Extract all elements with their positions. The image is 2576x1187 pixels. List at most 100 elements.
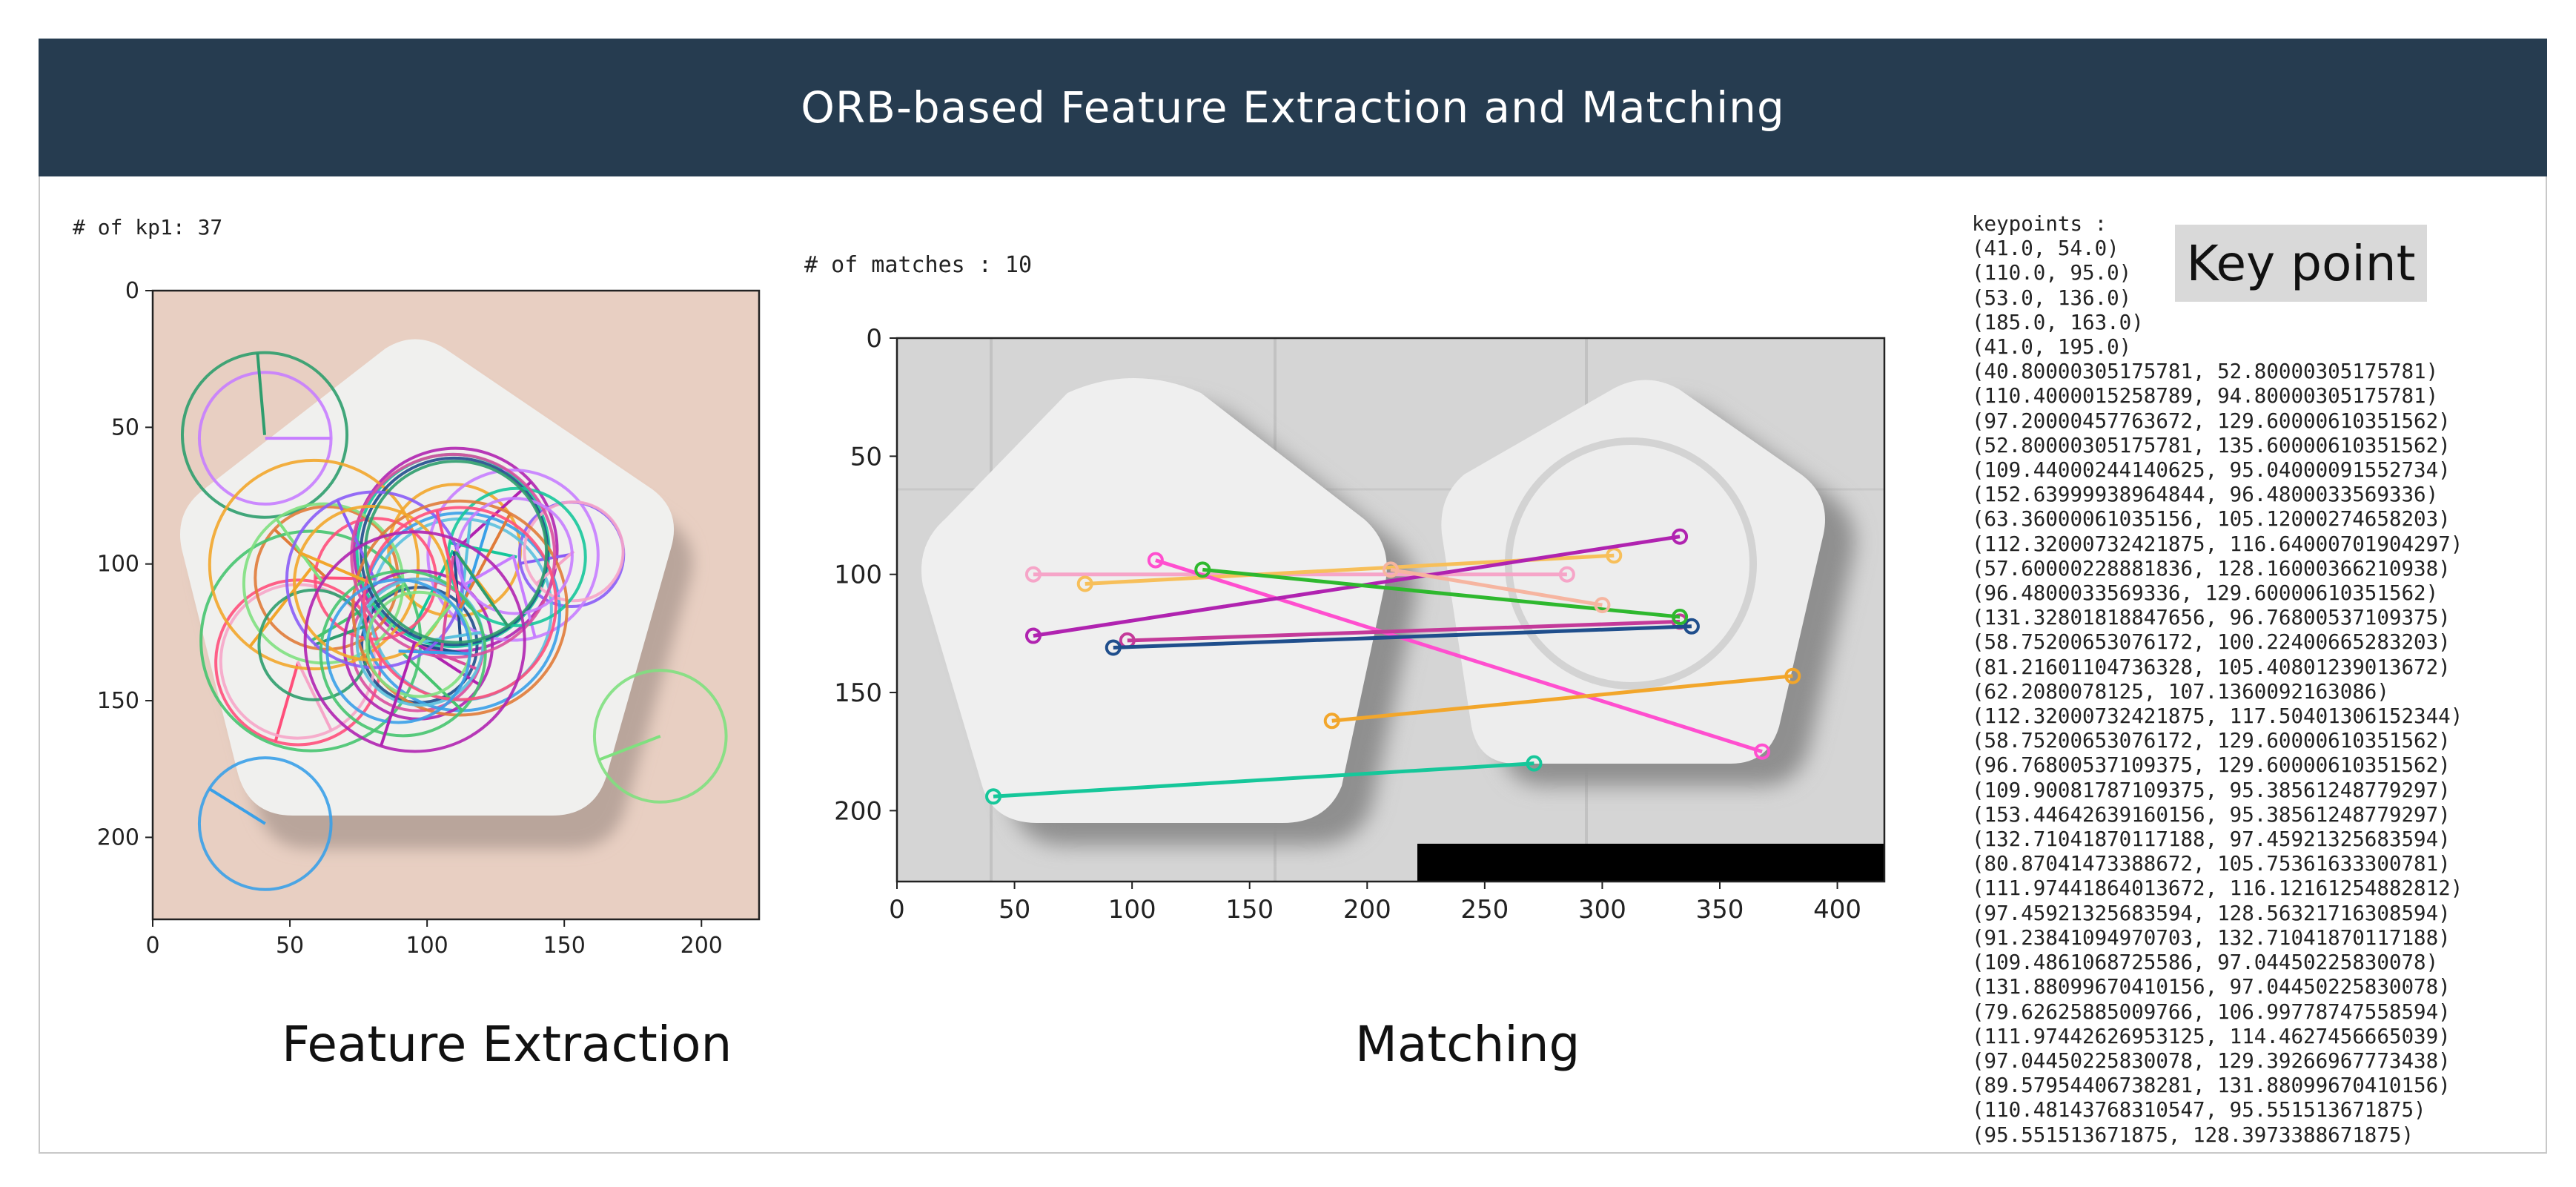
feature-extraction-caption: Feature Extraction: [282, 1016, 732, 1073]
keypoint-entry: (110.0, 95.0): [1972, 261, 2132, 285]
keypoint-entry: (40.80000305175781, 52.80000305175781): [1972, 360, 2439, 384]
match-endpoint: [1024, 566, 1042, 583]
keypoint-entry: (131.88099670410156, 97.04450225830078): [1972, 975, 2451, 999]
keypoint-entry: (97.45921325683594, 128.56321716308594): [1972, 901, 2451, 925]
match-line: [1390, 567, 1603, 607]
match-line: [1113, 624, 1692, 649]
keypoint-orientation: [598, 735, 661, 761]
match-endpoint: [1383, 561, 1399, 578]
match-endpoint: [1683, 618, 1700, 635]
match-lines: [985, 528, 1801, 805]
keypoint-circle: [362, 506, 558, 701]
keypoint-orientation: [274, 661, 300, 742]
keypoint-circle: [592, 669, 728, 804]
left-pill: [921, 378, 1387, 823]
keypoint-circle: [351, 499, 569, 717]
match-endpoint: [1024, 627, 1042, 644]
match-endpoint: [1594, 597, 1611, 614]
keypoint-circle: [325, 578, 471, 724]
x-tick-label: 350: [1696, 895, 1744, 925]
x-tick-label: 200: [681, 933, 723, 959]
match-line: [1127, 619, 1681, 643]
keypoint-entry: (97.20000457763672, 129.60000610351562): [1972, 409, 2451, 433]
keypoint-circle: [523, 500, 625, 603]
y-tick-label: 150: [97, 688, 139, 714]
keypoint-entry: (110.4000015258789, 94.80000305175781): [1972, 384, 2439, 409]
keypoint-entry: (110.48143768310547, 95.551513671875): [1972, 1098, 2426, 1122]
image-padding-black: [1417, 844, 1884, 882]
match-endpoint: [1526, 755, 1543, 772]
keypoint-entry: (52.80000305175781, 135.60000610351562): [1972, 433, 2451, 457]
keypoint-entry: (89.57954406738281, 131.88099670410156): [1972, 1074, 2451, 1098]
keypoint-entry: (41.0, 195.0): [1972, 335, 2132, 360]
keypoint-orientation: [380, 641, 417, 747]
feature-axes: 0 50 100 150 200 0 50 100 150 200: [97, 278, 723, 959]
keypoint-entry: (111.97441864013672, 116.12161254882812): [1972, 876, 2463, 901]
keypoint-orientation: [420, 630, 483, 644]
keypoint-entry: (96.4800033569336, 129.60000610351562): [1972, 581, 2439, 606]
keypoint-circle: [365, 590, 473, 698]
x-tick-label: 300: [1578, 895, 1626, 925]
keypoint-circle: [208, 458, 420, 671]
feature-extraction-plot: 0 50 100 150 200 0 50 100 150 200: [97, 278, 761, 959]
keypoint-entry: (96.76800537109375, 129.60000610351562): [1972, 753, 2451, 778]
x-tick-label: 400: [1813, 895, 1861, 925]
x-tick-label: 150: [543, 933, 586, 959]
keypoint-label-box: Key point: [2175, 225, 2427, 302]
keypoint-entry: (41.0, 54.0): [1972, 237, 2119, 261]
keypoint-entry: (62.2080078125, 107.1360092163086): [1972, 679, 2389, 704]
keypoint-entry: (112.32000732421875, 117.50401306152344): [1972, 704, 2463, 729]
match-endpoint: [1076, 575, 1093, 592]
match-endpoint: [985, 788, 1002, 805]
keypoint-orientation: [402, 652, 463, 712]
keypoint-circles: [180, 351, 728, 891]
keypoint-list-header: keypoints :: [1972, 212, 2108, 236]
match-endpoint: [1606, 547, 1623, 564]
keypoint-circle: [350, 452, 557, 659]
keypoint-entry: (109.4861068725586, 97.04450225830078): [1972, 950, 2439, 975]
x-tick-label: 0: [145, 933, 159, 959]
y-tick-label: 0: [866, 324, 882, 354]
x-tick-label: 150: [1225, 895, 1274, 925]
y-tick-label: 50: [111, 414, 139, 440]
keypoint-entry: (109.90081787109375, 95.38561248779297): [1972, 778, 2451, 802]
keypoint-orientation: [435, 509, 462, 604]
keypoint-circle: [363, 460, 549, 644]
x-tick-label: 100: [406, 933, 448, 959]
keypoint-entry: (80.87041473388672, 105.75361633300781): [1972, 852, 2451, 876]
keypoint-orientation: [208, 787, 266, 825]
x-tick-label: 0: [889, 895, 905, 925]
match-line: [1155, 558, 1763, 754]
keypoint-orientation: [299, 552, 372, 585]
keypoint-entry: (95.551513671875, 128.3973388671875): [1972, 1122, 2414, 1147]
keypoint-circle: [303, 530, 526, 753]
feature-plot-border: [151, 289, 761, 921]
match-endpoint: [1558, 566, 1575, 583]
keypoint-entry: (58.75200653076172, 129.60000610351562): [1972, 729, 2451, 753]
keypoint-circle: [426, 469, 600, 642]
match-count-label: # of matches : 10: [804, 252, 1033, 278]
x-tick-label: 200: [1343, 895, 1391, 925]
keypoint-circle: [214, 578, 383, 747]
keypoint-orientation: [296, 661, 333, 731]
matching-plot: 0 50 100 150 200 250 300 350 400 0 50 100 150 200: [834, 324, 1886, 925]
match-line: [1202, 567, 1681, 619]
keypoint-orientation: [449, 541, 517, 559]
keypoint-entry: (112.32000732421875, 116.64000701904297): [1972, 532, 2463, 556]
x-tick-label: 250: [1460, 895, 1509, 925]
keypoint-orientation: [336, 499, 377, 581]
y-tick-label: 200: [97, 824, 139, 850]
keypoint-entry: (152.63999938964844, 96.4800033569336): [1972, 483, 2439, 507]
keypoint-orientation: [454, 551, 509, 627]
keypoint-circle: [197, 756, 333, 891]
x-tick-label: 50: [276, 933, 304, 959]
matching-plot-border: [895, 337, 1886, 883]
match-endpoint: [1672, 528, 1689, 545]
y-tick-label: 0: [125, 278, 139, 304]
keypoint-circle: [180, 351, 349, 519]
keypoint-entry: (109.44000244140625, 95.04000091552734): [1972, 458, 2451, 483]
keypoint-entry: (153.44642639160156, 95.38561248779297): [1972, 802, 2451, 827]
keypoint-entry: (53.0, 136.0): [1972, 285, 2132, 310]
keypoint-entry: (58.75200653076172, 100.22400665283203): [1972, 630, 2451, 655]
keypoint-entry: (57.60000228881836, 128.16000366210938): [1972, 556, 2451, 581]
